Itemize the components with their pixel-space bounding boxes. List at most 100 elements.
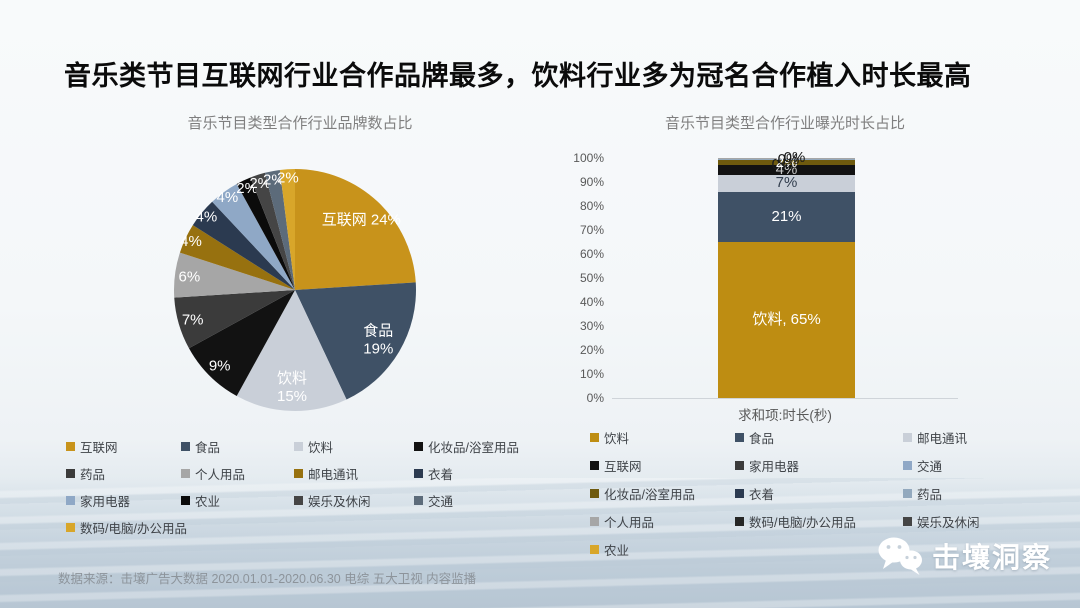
bar-segment bbox=[718, 242, 855, 398]
wechat-icon bbox=[878, 537, 922, 575]
legend-swatch bbox=[66, 496, 75, 505]
legend-item: 食品 bbox=[181, 438, 294, 455]
legend-swatch bbox=[66, 469, 75, 478]
pie-slice-label: 互联网 24% bbox=[322, 211, 401, 228]
legend-label: 互联网 bbox=[80, 441, 118, 455]
legend-label: 化妆品/浴室用品 bbox=[428, 441, 519, 455]
legend-label: 交通 bbox=[428, 495, 454, 509]
pie-slice bbox=[236, 177, 295, 290]
legend-swatch bbox=[414, 496, 423, 505]
legend-item: 农业 bbox=[181, 492, 294, 509]
bar-segment bbox=[718, 158, 855, 160]
pie-slice-label: 4% bbox=[180, 233, 202, 250]
bar-segment bbox=[718, 165, 855, 175]
legend-swatch bbox=[294, 496, 303, 505]
legend-item: 药品 bbox=[903, 485, 1010, 502]
legend-label: 家用电器 bbox=[80, 495, 131, 509]
bar-legend: 饮料 食品 邮电通讯 互联网 家用电器 交通 化妆品/浴室用品 衣着 药品 个人用品 数码/电脑/办… bbox=[590, 429, 1010, 558]
legend-label: 药品 bbox=[80, 468, 106, 482]
y-axis-tick: 0% bbox=[586, 391, 604, 405]
legend-label: 娱乐及休闲 bbox=[308, 495, 371, 509]
legend-item: 衣着 bbox=[414, 465, 554, 482]
legend-swatch bbox=[903, 489, 912, 498]
bar-x-axis-label: 求和项:时长(秒) bbox=[738, 408, 832, 423]
y-axis-tick: 70% bbox=[579, 223, 604, 237]
pie-slice-label: 6% bbox=[179, 269, 201, 286]
bar-segment-label: 21% bbox=[771, 207, 802, 225]
bar-segment-label: 0% bbox=[783, 149, 806, 166]
bar-segment bbox=[718, 191, 855, 242]
legend-label: 药品 bbox=[917, 488, 943, 502]
bar-chart-plot: 饮料, 65% 21% 7% 4% 0% 2% 0% 0% bbox=[612, 149, 958, 399]
pie-slice-label: 食品 19% bbox=[363, 322, 393, 357]
legend-swatch bbox=[414, 442, 423, 451]
pie-chart: 互联网 24%食品 19%饮料 15%9%7%6%4%4%4%2%2%2%2% bbox=[174, 169, 416, 411]
y-axis-tick: 10% bbox=[579, 367, 604, 381]
bar-segment-label: 0% bbox=[771, 156, 794, 174]
y-axis-tick: 80% bbox=[579, 199, 604, 213]
legend-swatch bbox=[294, 442, 303, 451]
y-axis-tick: 20% bbox=[579, 343, 604, 357]
bar-chart-title: 音乐节目类型合作行业曝光时长占比 bbox=[664, 115, 905, 132]
legend-swatch bbox=[590, 461, 599, 470]
legend-item: 家用电器 bbox=[735, 457, 903, 474]
legend-item: 化妆品/浴室用品 bbox=[414, 438, 554, 455]
y-axis-tick: 30% bbox=[579, 319, 604, 333]
legend-item: 数码/电脑/办公用品 bbox=[735, 513, 903, 530]
legend-label: 食品 bbox=[195, 441, 221, 455]
pie-slice-label: 4% bbox=[217, 189, 239, 206]
bar-segment-label: 4% bbox=[775, 161, 798, 178]
legend-swatch bbox=[590, 433, 599, 442]
legend-label: 化妆品/浴室用品 bbox=[604, 488, 695, 502]
legend-swatch bbox=[735, 489, 744, 498]
bar-chart-y-axis: 0% 10% 20% 30% 40% 50% 60% 70% 80% 90% 100% bbox=[548, 151, 604, 405]
legend-item: 娱乐及休闲 bbox=[903, 513, 1010, 530]
legend-item: 交通 bbox=[414, 492, 554, 509]
legend-swatch bbox=[181, 442, 190, 451]
legend-item: 个人用品 bbox=[181, 465, 294, 482]
pie-slice bbox=[188, 290, 295, 397]
legend-swatch bbox=[590, 517, 599, 526]
legend-item: 食品 bbox=[735, 429, 903, 446]
legend-label: 数码/电脑/办公用品 bbox=[80, 522, 187, 536]
x-axis-line bbox=[612, 398, 958, 399]
legend-item: 药品 bbox=[66, 465, 181, 482]
bar-segment bbox=[718, 174, 855, 192]
legend-item: 互联网 bbox=[590, 457, 735, 474]
legend-swatch bbox=[181, 469, 190, 478]
pie-slice-label: 2% bbox=[236, 180, 258, 197]
pie-slice bbox=[295, 282, 416, 400]
pie-slice bbox=[279, 169, 295, 290]
legend-swatch bbox=[66, 442, 75, 451]
brand-logo: 击壤洞察 bbox=[876, 535, 1052, 577]
pie-slice-label: 2% bbox=[277, 170, 299, 187]
pie-slice-label: 2% bbox=[263, 172, 285, 189]
pie-slice bbox=[174, 252, 295, 298]
legend-swatch bbox=[294, 469, 303, 478]
legend-label: 农业 bbox=[604, 544, 630, 558]
bar-segment-label: 饮料, 65% bbox=[752, 311, 821, 328]
pie-slice-label: 9% bbox=[209, 357, 231, 374]
legend-item: 饮料 bbox=[294, 438, 414, 455]
legend-item: 数码/电脑/办公用品 bbox=[66, 519, 187, 536]
bar-segment-label: 0% bbox=[777, 151, 800, 169]
pie-slice bbox=[295, 169, 416, 290]
y-axis-tick: 50% bbox=[579, 271, 604, 285]
legend-swatch bbox=[735, 433, 744, 442]
pie-slice bbox=[179, 225, 295, 290]
legend-swatch bbox=[590, 489, 599, 498]
y-axis-tick: 100% bbox=[573, 151, 604, 165]
page-title: 音乐类节目互联网行业合作品牌最多，饮料行业多为冠名合作植入时长最高 bbox=[64, 61, 972, 91]
legend-item: 邮电通讯 bbox=[903, 429, 1010, 446]
legend-label: 娱乐及休闲 bbox=[917, 516, 980, 530]
bar-segment-label: 7% bbox=[775, 174, 798, 192]
legend-label: 衣着 bbox=[428, 468, 454, 482]
legend-swatch bbox=[735, 517, 744, 526]
legend-item: 农业 bbox=[590, 541, 735, 558]
legend-label: 邮电通讯 bbox=[917, 432, 968, 446]
legend-label: 个人用品 bbox=[604, 516, 655, 530]
legend-swatch bbox=[903, 461, 912, 470]
pie-slice bbox=[264, 169, 295, 290]
legend-label: 个人用品 bbox=[195, 468, 246, 482]
